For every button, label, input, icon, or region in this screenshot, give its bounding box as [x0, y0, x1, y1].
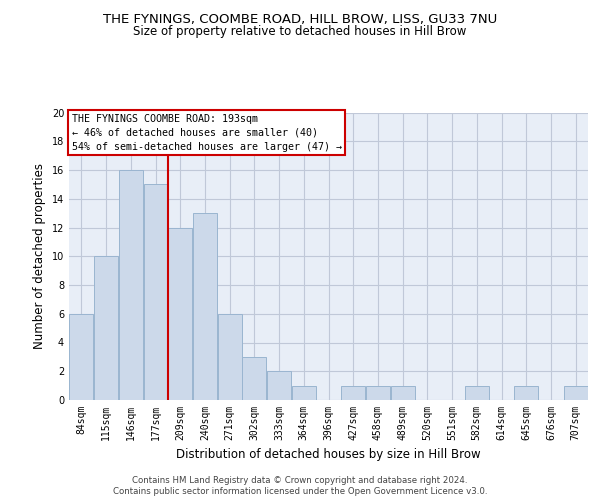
Bar — [563, 386, 587, 400]
Bar — [70, 314, 94, 400]
Text: Size of property relative to detached houses in Hill Brow: Size of property relative to detached ho… — [133, 25, 467, 38]
Bar — [94, 256, 118, 400]
Bar — [218, 314, 242, 400]
Text: THE FYNINGS COOMBE ROAD: 193sqm
← 46% of detached houses are smaller (40)
54% of: THE FYNINGS COOMBE ROAD: 193sqm ← 46% of… — [71, 114, 341, 152]
Bar — [391, 386, 415, 400]
Bar — [193, 213, 217, 400]
Bar — [514, 386, 538, 400]
Bar — [143, 184, 167, 400]
Bar — [341, 386, 365, 400]
Y-axis label: Number of detached properties: Number of detached properties — [33, 163, 46, 350]
Text: Contains HM Land Registry data © Crown copyright and database right 2024.: Contains HM Land Registry data © Crown c… — [132, 476, 468, 485]
Bar — [267, 371, 291, 400]
Bar — [168, 228, 192, 400]
X-axis label: Distribution of detached houses by size in Hill Brow: Distribution of detached houses by size … — [176, 448, 481, 462]
Bar — [119, 170, 143, 400]
Bar — [292, 386, 316, 400]
Bar — [465, 386, 489, 400]
Bar — [366, 386, 390, 400]
Text: THE FYNINGS, COOMBE ROAD, HILL BROW, LISS, GU33 7NU: THE FYNINGS, COOMBE ROAD, HILL BROW, LIS… — [103, 12, 497, 26]
Bar — [242, 357, 266, 400]
Text: Contains public sector information licensed under the Open Government Licence v3: Contains public sector information licen… — [113, 487, 487, 496]
